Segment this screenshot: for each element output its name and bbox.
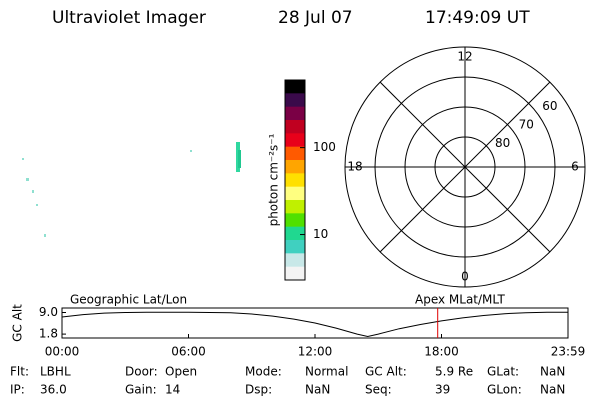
status-value: 39 [435, 383, 450, 397]
x-tick-label: 00:00 [45, 345, 80, 359]
colorbar-swatch [285, 173, 305, 188]
status-value: 14 [165, 383, 180, 397]
status-label: GLon: [487, 383, 522, 397]
colorbar-swatch [285, 266, 305, 281]
colorbar-frame [284, 79, 306, 281]
time: 17:49:09 UT [425, 8, 530, 28]
orbit-left-label: Geographic Lat/Lon [70, 293, 187, 307]
colorbar-tick-label: 10 [313, 227, 328, 241]
colorbar-swatch [285, 240, 305, 254]
colorbar-swatch [285, 146, 305, 161]
colorbar-swatch [285, 213, 305, 228]
polar-mlt-label: 18 [347, 160, 362, 174]
status-value: NaN [540, 383, 565, 397]
colorbar-swatch [285, 200, 305, 214]
status-value: Normal [305, 365, 348, 379]
colorbar-swatch [285, 106, 305, 121]
status-value: LBHL [40, 365, 71, 379]
status-label: IP: [10, 383, 25, 397]
image-speckles [22, 142, 241, 237]
status-value: Open [165, 365, 197, 379]
colorbar-swatch [285, 80, 305, 94]
status-label: Gain: [125, 383, 157, 397]
colorbar-swatch [285, 120, 305, 134]
date: 28 Jul 07 [278, 8, 353, 28]
polar-mlt-label: 6 [571, 160, 579, 174]
status-label: Flt: [10, 365, 29, 379]
x-tick-label: 06:00 [171, 345, 206, 359]
polar-ring [434, 136, 496, 198]
polar-mlt-label: 0 [461, 270, 469, 284]
status-value: 36.0 [40, 383, 67, 397]
polar-ring-label: 60 [542, 99, 557, 113]
polar-ring-label: 70 [519, 118, 534, 132]
x-tick-label: 23:59 [551, 345, 586, 359]
polar-mlt-label: 12 [457, 50, 472, 64]
y-tick-label: 9.0 [39, 305, 58, 319]
status-label: Seq: [365, 383, 392, 397]
colorbar-swatch [285, 93, 305, 108]
x-tick-label: 18:00 [424, 345, 459, 359]
status-label: GC Alt: [365, 365, 407, 379]
colorbar-tick-label: 100 [313, 140, 336, 154]
status-label: GLat: [487, 365, 519, 379]
polar-ring [404, 106, 526, 228]
colorbar-swatch [285, 186, 305, 201]
polar-ring [374, 76, 556, 258]
status-value: NaN [305, 383, 330, 397]
orbit-ylabel: GC Alt [11, 304, 25, 342]
colorbar-swatch [285, 160, 305, 174]
polar-spoke [379, 81, 551, 253]
status-label: Mode: [245, 365, 282, 379]
x-tick-label: 12:00 [298, 345, 333, 359]
colorbar-swatch [285, 226, 305, 241]
colorbar-swatch [285, 253, 305, 268]
status-value: NaN [540, 365, 565, 379]
orbit-right-label: Apex MLat/MLT [415, 293, 505, 307]
polar-ring-label: 80 [495, 136, 510, 150]
y-tick-label: 1.8 [39, 327, 58, 341]
altitude-line [61, 311, 568, 338]
title: Ultraviolet Imager [52, 8, 206, 28]
status-label: Door: [125, 365, 158, 379]
colorbar-swatch [285, 133, 305, 148]
status-label: Dsp: [245, 383, 272, 397]
status-value: 5.9 Re [435, 365, 473, 379]
colorbar-label: photon cm⁻²s⁻¹ [267, 133, 281, 226]
